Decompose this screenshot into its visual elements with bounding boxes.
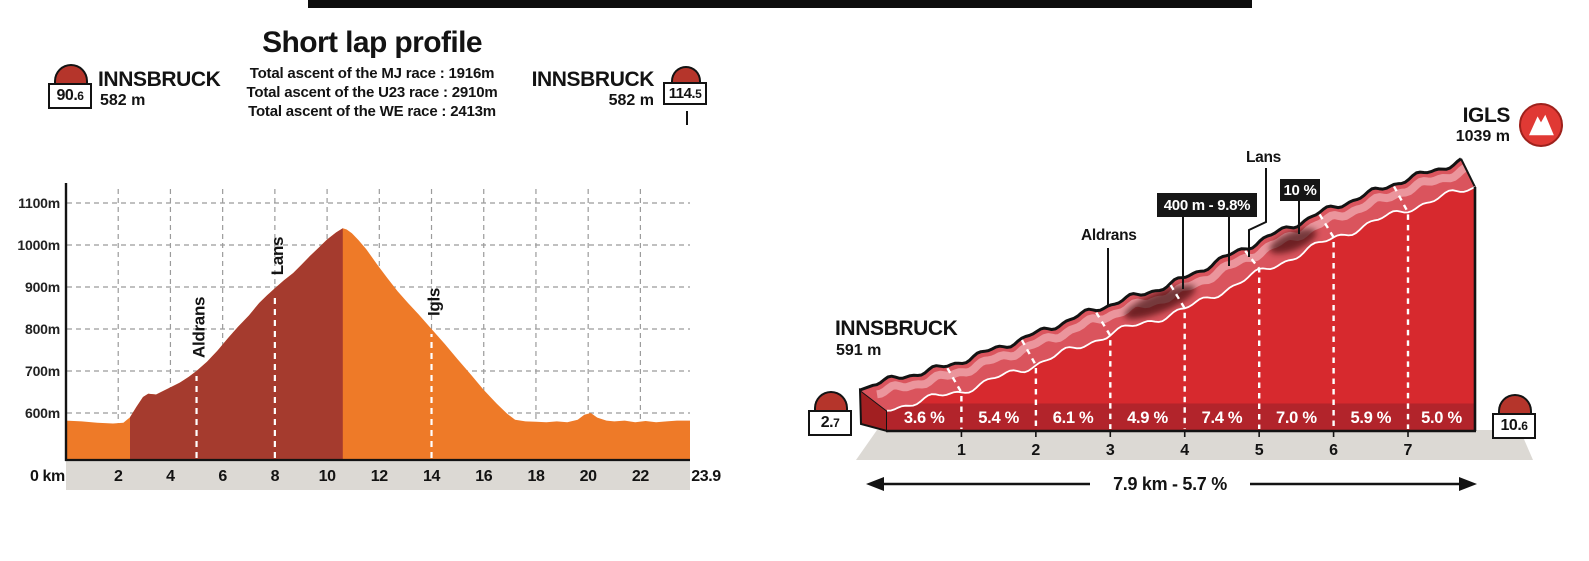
svg-text:800m: 800m [25,321,60,337]
end-station-elevation: 582 m [608,92,654,109]
svg-text:12: 12 [371,468,388,485]
svg-text:7.0 %: 7.0 % [1276,409,1317,427]
milestone-dome-icon [1498,394,1532,414]
page-title: Short lap profile [262,26,482,59]
total-ascent-lines: Total ascent of the MJ race : 1916m Tota… [152,64,592,121]
svg-text:0 km: 0 km [30,468,65,485]
svg-text:Lans: Lans [268,237,287,275]
svg-text:5.0 %: 5.0 % [1421,409,1462,427]
lans-label: Lans [1246,149,1281,166]
start-station-elevation: 582 m [100,92,146,109]
svg-text:2: 2 [1031,442,1040,459]
svg-text:2: 2 [114,468,123,485]
svg-text:6: 6 [1329,442,1338,459]
svg-text:600m: 600m [25,405,60,421]
svg-text:3.6 %: 3.6 % [904,409,945,427]
end-station-name: INNSBRUCK [531,68,655,91]
svg-text:5.4 %: 5.4 % [978,409,1019,427]
svg-text:8: 8 [271,468,280,485]
svg-text:900m: 900m [25,279,60,295]
ten-percent-badge: 10 % [1280,179,1320,201]
total-ascent-we: Total ascent of the WE race : 2413m [248,103,496,120]
svg-text:23.9: 23.9 [691,468,721,485]
milestone-dome-icon [671,66,701,83]
climb-end-elevation: 1039 m [1455,128,1510,145]
svg-text:7.4 %: 7.4 % [1202,409,1243,427]
aldrans-label: Aldrans [1081,227,1137,244]
svg-text:5.9 %: 5.9 % [1350,409,1391,427]
svg-text:6.1 %: 6.1 % [1053,409,1094,427]
mountain-summit-icon [1519,103,1563,147]
steep-section-badge: 400 m - 9.8% [1157,193,1257,217]
svg-text:4: 4 [1180,442,1189,459]
svg-text:4: 4 [166,468,175,485]
svg-text:4.9 %: 4.9 % [1127,409,1168,427]
km-marker-value: 2. 7 [808,410,852,436]
svg-text:5: 5 [1255,442,1264,459]
svg-text:7.9 km - 5.7 %: 7.9 km - 5.7 % [1113,474,1227,494]
svg-text:Igls: Igls [425,288,444,316]
svg-text:1000m: 1000m [17,237,60,253]
svg-text:3: 3 [1106,442,1115,459]
km-marker-value: 90. 6 [48,83,92,109]
km-marker-start-left-chart: 90. 6 [48,64,94,109]
km-marker-start-right-chart: 2. 7 [808,391,854,436]
total-ascent-u23: Total ascent of the U23 race : 2910m [246,84,498,101]
svg-text:7: 7 [1404,442,1413,459]
svg-text:22: 22 [632,468,649,485]
start-station-name: INNSBRUCK [98,68,221,91]
km-marker-value: 10. 6 [1492,413,1536,439]
svg-text:20: 20 [580,468,597,485]
svg-text:14: 14 [423,468,440,485]
svg-text:1: 1 [957,442,966,459]
milestone-dome-icon [54,64,88,84]
milestone-dome-icon [814,391,848,411]
svg-text:1100m: 1100m [18,195,60,211]
svg-text:Aldrans: Aldrans [190,297,209,358]
svg-text:16: 16 [475,468,492,485]
svg-text:10: 10 [319,468,336,485]
svg-text:700m: 700m [25,363,60,379]
climb-end-name: IGLS [1462,104,1511,127]
svg-text:18: 18 [527,468,544,485]
km-marker-end-right-chart: 10. 6 [1492,394,1538,439]
total-ascent-mj: Total ascent of the MJ race : 1916m [249,65,495,82]
climb-start-name: INNSBRUCK [835,317,958,340]
km-marker-value: 114. 5 [663,82,707,105]
svg-text:6: 6 [218,468,227,485]
mountain-glyph [1529,114,1554,136]
km-marker-end-left-chart: 114. 5 [663,66,709,105]
climb-start-elevation: 591 m [836,342,882,359]
top-black-bar [308,0,1252,8]
